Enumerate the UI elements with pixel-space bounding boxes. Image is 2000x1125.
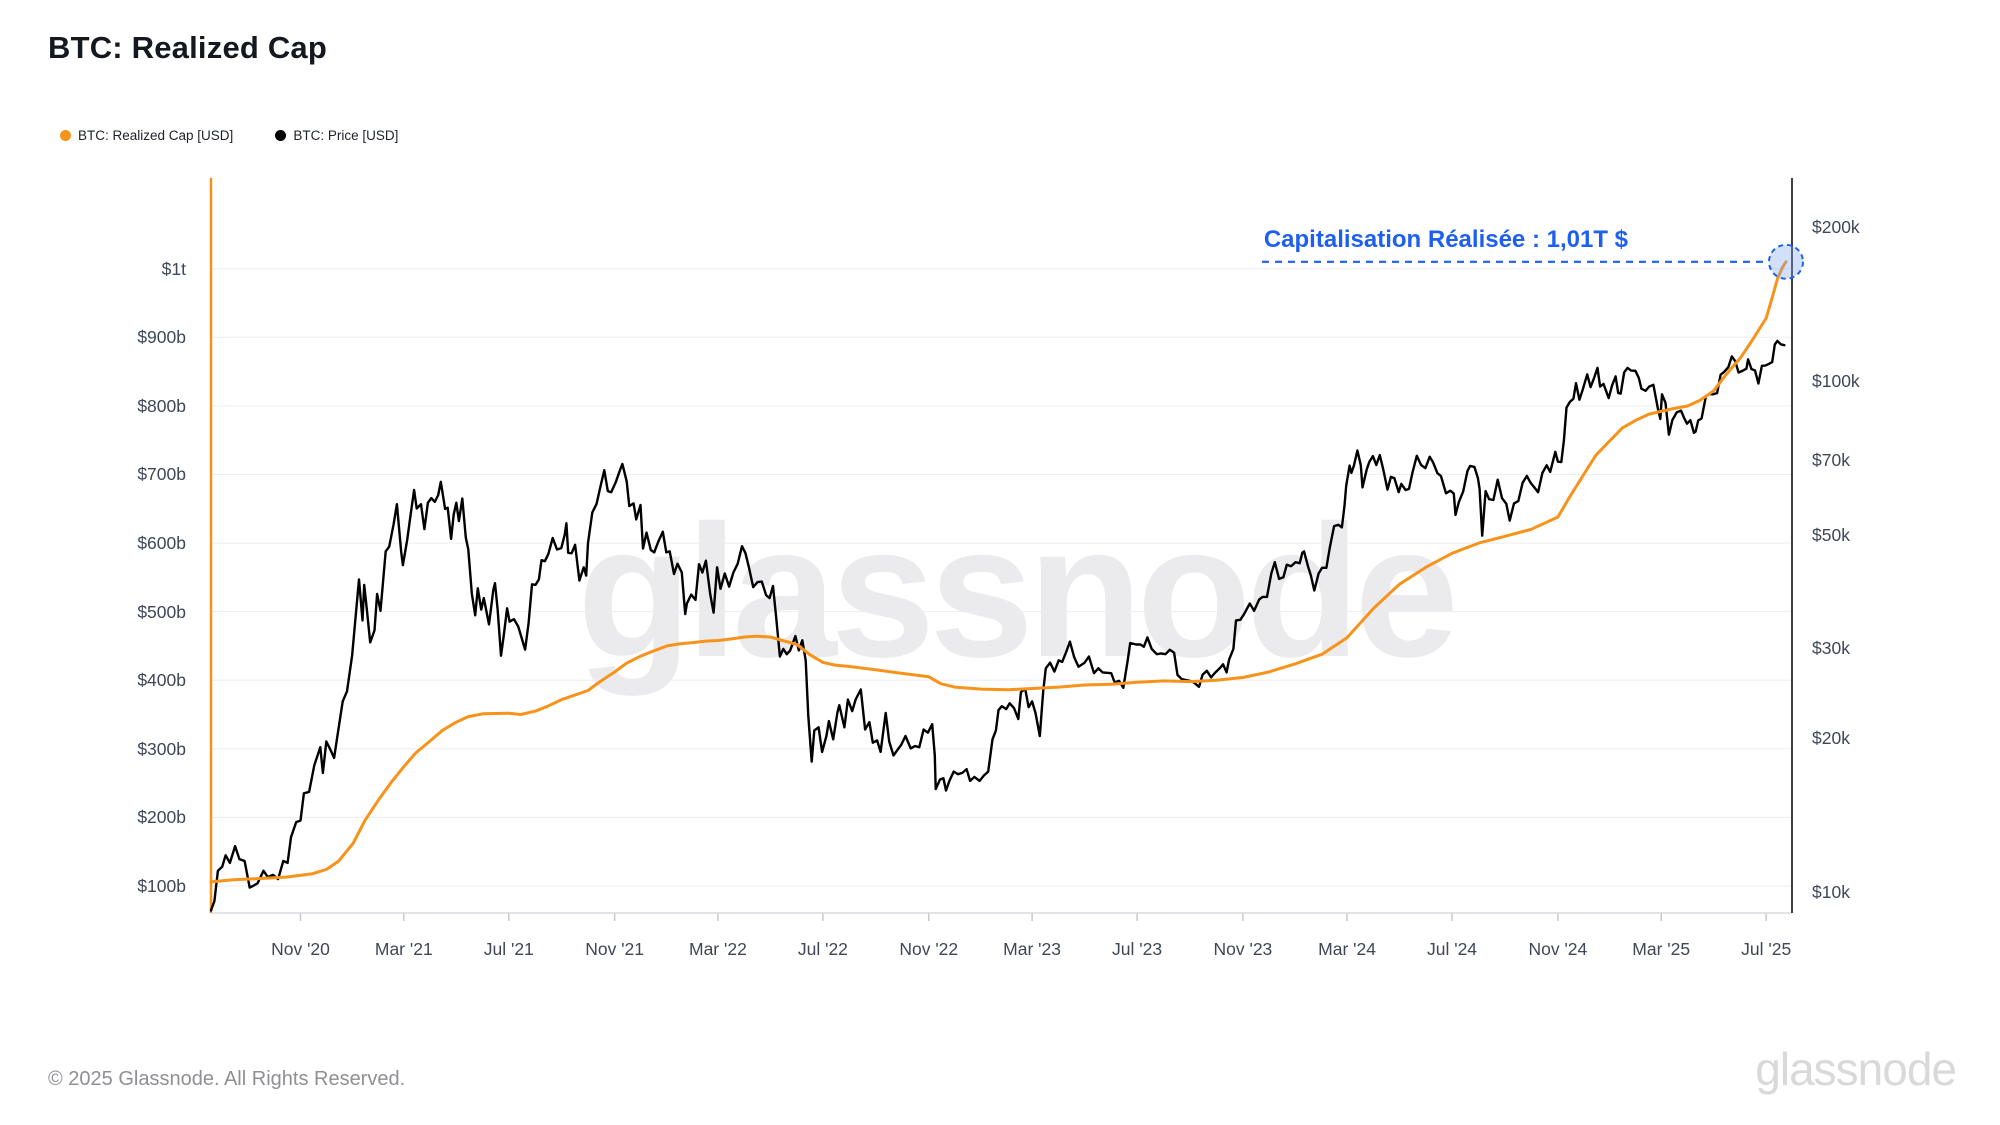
glassnode-logo: glassnode [1755,1043,1957,1095]
y-axis-right-tick-label: $100k [1812,371,1860,391]
page-title: BTC: Realized Cap [48,30,327,65]
y-axis-right-tick-label: $10k [1812,882,1850,902]
x-axis-tick-label: Mar '21 [374,939,433,959]
annotation-highlight-circle [1768,243,1804,280]
y-axis-left-tick-label: $700b [137,464,186,485]
x-axis-tick-label: Jul '22 [797,939,848,959]
legend-label-price: BTC: Price [USD] [293,128,399,143]
x-axis-tick-label: Nov '21 [585,939,645,959]
x-axis-tick-label: Mar '23 [1003,939,1061,959]
copyright-text: © 2025 Glassnode. All Rights Reserved. [48,1068,406,1090]
realized-cap-series-dot-icon [60,130,71,141]
price-line [209,339,1786,912]
x-axis-tick-label: Mar '25 [1632,939,1691,959]
y-axis-right-tick-label: $70k [1812,450,1850,471]
realized-cap-line [209,260,1788,884]
y-axis-right-tick-label: $30k [1812,638,1850,659]
y-axis-left-tick-label: $100b [137,876,186,896]
y-axis-left-tick-label: $300b [137,738,186,759]
legend-item-price[interactable]: BTC: Price [USD] [275,128,398,143]
y-axis-left-tick-label: $500b [137,601,186,622]
x-axis-tick-label: Nov '20 [271,939,330,959]
x-axis-tick-label: Nov '24 [1528,939,1588,959]
legend-item-realized-cap[interactable]: BTC: Realized Cap [USD] [60,128,233,143]
x-axis-tick-label: Nov '22 [899,939,959,959]
x-axis-tick-label: Jul '21 [483,939,534,959]
y-axis-left-tick-label: $900b [137,327,186,348]
x-axis-tick-label: Mar '22 [689,939,747,959]
realized-cap-annotation: Capitalisation Réalisée : 1,01T $ [1263,225,1628,253]
y-axis-left-tick-label: $200b [137,807,186,828]
y-axis-left-tick-label: $600b [137,533,186,554]
y-axis-right-tick-label: $200k [1812,217,1860,238]
y-axis-left-tick-label: $1t [161,258,186,279]
x-axis-tick-label: Jul '24 [1427,939,1478,959]
glassnode-watermark: glassnode [545,448,1485,733]
y-axis-left-tick-label: $800b [137,395,186,416]
y-axis-right-tick-label: $20k [1812,728,1850,749]
x-axis-tick-label: Jul '25 [1741,939,1792,959]
x-axis-tick-label: Nov '23 [1213,939,1273,959]
plot-area[interactable] [211,178,1792,913]
legend-label-realized-cap: BTC: Realized Cap [USD] [78,128,234,143]
y-axis-right-tick-label: $50k [1812,524,1850,545]
legend: BTC: Realized Cap [USD] BTC: Price [USD] [60,128,398,143]
x-axis-tick-label: Mar '24 [1318,939,1376,959]
price-series-dot-icon [275,130,287,141]
y-axis-left-tick-label: $400b [137,670,186,691]
x-axis-tick-label: Jul '23 [1112,939,1163,959]
